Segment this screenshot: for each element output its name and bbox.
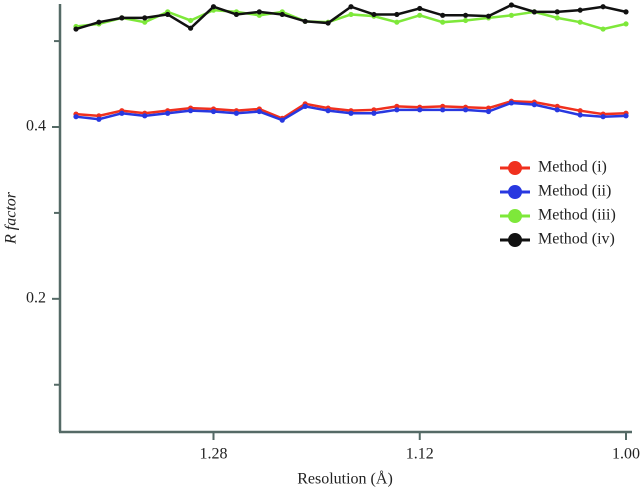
data-point — [210, 4, 217, 10]
data-point — [394, 19, 400, 25]
data-point — [417, 107, 423, 113]
data-point — [600, 114, 606, 120]
data-point — [73, 26, 79, 32]
legend-label: Method (i) — [538, 159, 607, 176]
data-point — [462, 12, 469, 18]
data-point — [302, 18, 308, 24]
data-point — [577, 19, 583, 25]
data-point — [577, 112, 583, 118]
data-point — [233, 11, 240, 18]
data-point — [554, 9, 560, 15]
data-point — [485, 13, 492, 19]
data-point — [623, 21, 629, 27]
data-point — [462, 17, 469, 24]
legend-marker — [508, 161, 522, 175]
legend-marker — [508, 209, 522, 223]
data-point — [165, 110, 171, 116]
data-point — [279, 117, 285, 123]
data-point — [485, 108, 492, 115]
data-point — [142, 113, 148, 119]
legend-marker — [508, 185, 522, 199]
data-point — [96, 116, 102, 122]
data-point — [119, 110, 125, 116]
x-axis-label: Resolution (Å) — [297, 470, 393, 488]
y-tick-label: 0.2 — [26, 290, 46, 307]
data-point — [440, 19, 446, 25]
data-point — [142, 15, 148, 21]
x-tick-label: 1.00 — [612, 446, 640, 463]
data-point — [371, 110, 377, 116]
data-point — [325, 108, 331, 114]
data-point — [623, 9, 629, 15]
data-point — [508, 2, 515, 8]
data-point — [440, 107, 446, 113]
data-point — [531, 9, 537, 15]
data-point — [371, 11, 377, 18]
y-tick-label: 0.4 — [26, 118, 46, 135]
data-point — [348, 110, 354, 116]
data-point — [187, 17, 194, 24]
legend-label: Method (ii) — [538, 183, 611, 200]
x-tick-label: 1.28 — [200, 446, 228, 463]
legend-label: Method (iii) — [538, 207, 616, 224]
legend-label: Method (iv) — [538, 231, 615, 248]
data-point — [600, 4, 606, 10]
data-point — [394, 11, 400, 18]
data-point — [256, 9, 262, 15]
data-point — [508, 12, 515, 18]
x-tick-label: 1.12 — [406, 446, 434, 463]
data-point — [256, 108, 262, 115]
legend-marker — [508, 233, 522, 247]
data-point — [417, 5, 423, 12]
data-point — [462, 107, 469, 113]
data-point — [577, 108, 583, 114]
data-point — [623, 113, 629, 119]
data-point — [187, 108, 194, 114]
data-point — [417, 12, 423, 18]
data-point — [210, 108, 217, 115]
data-point — [348, 4, 354, 10]
data-point — [531, 102, 537, 108]
data-point — [142, 19, 148, 25]
data-point — [600, 26, 606, 32]
data-point — [394, 107, 400, 113]
data-point — [302, 103, 308, 109]
data-point — [508, 100, 515, 106]
data-point — [348, 11, 354, 18]
data-point — [279, 11, 285, 18]
data-point — [233, 110, 240, 116]
data-point — [187, 25, 194, 31]
data-point — [440, 12, 446, 18]
data-point — [554, 15, 560, 21]
data-point — [96, 19, 102, 25]
data-point — [165, 11, 171, 18]
data-point — [119, 15, 125, 21]
data-point — [325, 20, 331, 26]
y-axis-label: R factor — [3, 191, 20, 245]
data-point — [554, 107, 560, 113]
data-point — [73, 114, 79, 120]
data-point — [577, 7, 583, 13]
